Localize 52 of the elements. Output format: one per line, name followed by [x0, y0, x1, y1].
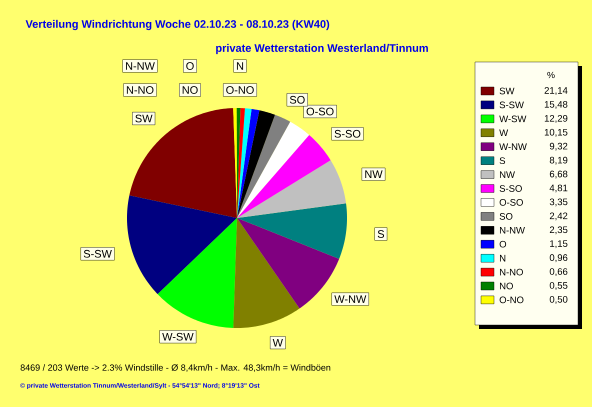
data-label: 10,15: [544, 128, 568, 137]
legend-label: N-NW: [500, 227, 525, 234]
category-label: N-NO: [126, 86, 154, 94]
slice-label: SO: [290, 96, 305, 104]
legend-title: %: [547, 72, 555, 78]
legend-label: S-SW: [500, 102, 524, 108]
slice-label: W-SW: [162, 332, 194, 341]
legend-label: S-SO: [500, 185, 522, 192]
legend-label: SW: [500, 88, 514, 94]
slice-label: W: [272, 338, 283, 346]
slice-label: NW: [365, 170, 383, 178]
data-label: 2,35: [550, 226, 568, 234]
legend-label: N-NO: [500, 268, 523, 276]
text: 8469 / 203 Werte -> 2.3% Windstille - Ø 8,4km/h - Max. 48,3km/h = Windböen: [20, 364, 330, 372]
slice-label: O-SO: [306, 108, 334, 116]
legend-label: NO: [500, 282, 513, 290]
data-label: 1,15: [550, 240, 568, 248]
category-label: NO: [182, 86, 198, 94]
data-label: 6,68: [550, 170, 568, 179]
data-label: 12,29: [544, 114, 568, 123]
chart-subtitle: private Wetterstation Westerland/Tinnum: [216, 44, 428, 54]
slice-label: N: [236, 62, 244, 70]
legend-label: S: [500, 157, 506, 164]
data-label: 2,42: [550, 212, 568, 220]
data-label: 8,19: [550, 156, 568, 165]
data-label: 4,81: [550, 184, 568, 192]
slice-label: O-NO: [226, 86, 254, 94]
legend-label: NW: [500, 171, 515, 178]
data-label: 0,50: [550, 296, 568, 304]
legend-label: O-SO: [500, 199, 523, 206]
legend-label: SO: [500, 213, 512, 220]
legend-label: W-SW: [499, 116, 526, 122]
data-label: 3,35: [550, 198, 568, 206]
legend-label: W: [499, 130, 508, 136]
legend-label: O-NO: [500, 296, 524, 304]
category-label: O: [186, 62, 194, 70]
data-label: 15,48: [544, 100, 568, 109]
slice-label: S-SO: [334, 130, 360, 138]
slice-label: SW: [135, 114, 152, 122]
data-label: 9,32: [550, 142, 568, 151]
data-label: 0,66: [550, 268, 568, 276]
legend-label: W-NW: [499, 143, 527, 150]
slice-label: W-NW: [334, 295, 366, 303]
slice-label: S: [378, 230, 384, 238]
category-label: N-NW: [126, 62, 155, 70]
data-label: 0,96: [550, 254, 568, 262]
legend-label: N: [500, 254, 506, 262]
data-label: 0,55: [550, 282, 568, 290]
chart-title: Verteilung Windrichtung Woche 02.10.23 - 08.10.23 (KW40): [26, 20, 330, 30]
data-label: 21,14: [544, 87, 568, 95]
legend-label: O: [500, 240, 506, 248]
slice-label: S-SW: [84, 250, 112, 258]
